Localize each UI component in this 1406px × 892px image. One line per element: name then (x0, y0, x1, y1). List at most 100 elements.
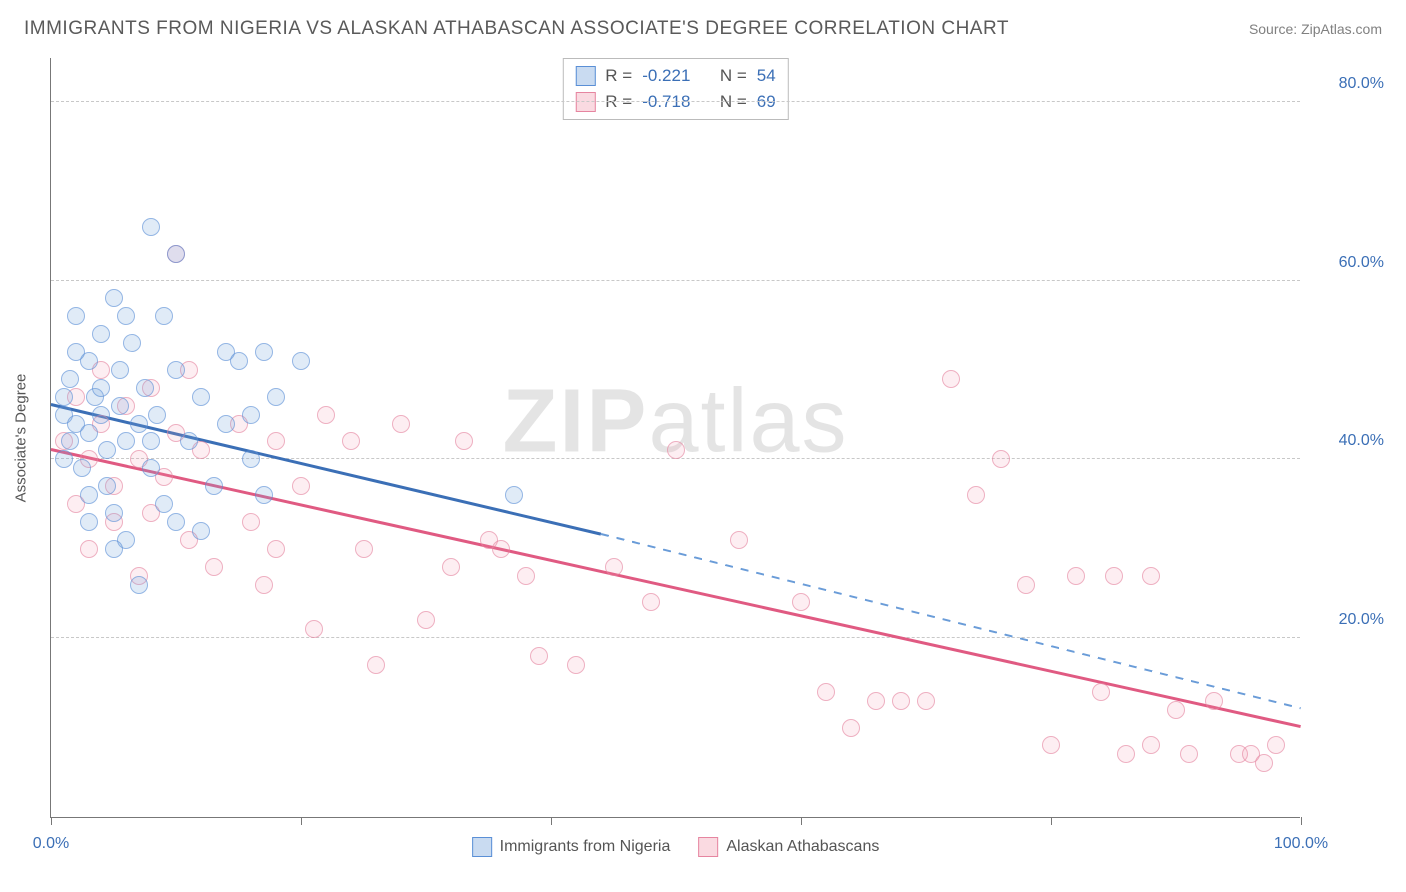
data-point (1105, 567, 1123, 585)
data-point (255, 486, 273, 504)
plot-area: Associate's Degree ZIPatlas R = -0.221 N… (50, 58, 1300, 818)
data-point (136, 379, 154, 397)
data-point (67, 343, 85, 361)
data-point (1267, 736, 1285, 754)
data-point (67, 307, 85, 325)
data-point (267, 432, 285, 450)
swatch-blue-icon (575, 66, 595, 86)
data-point (98, 477, 116, 495)
data-point (105, 540, 123, 558)
data-point (1092, 683, 1110, 701)
data-point (605, 558, 623, 576)
data-point (167, 361, 185, 379)
data-point (455, 432, 473, 450)
data-point (61, 370, 79, 388)
chart-title: IMMIGRANTS FROM NIGERIA VS ALASKAN ATHAB… (24, 18, 1009, 40)
data-point (117, 432, 135, 450)
data-point (1167, 701, 1185, 719)
data-point (192, 388, 210, 406)
data-point (130, 415, 148, 433)
data-point (392, 415, 410, 433)
legend-item-blue: Immigrants from Nigeria (472, 837, 671, 857)
source-label: Source: ZipAtlas.com (1249, 21, 1382, 37)
data-point (292, 352, 310, 370)
data-point (242, 450, 260, 468)
x-tick (301, 817, 302, 825)
data-point (792, 593, 810, 611)
data-point (267, 388, 285, 406)
swatch-pink-icon (575, 92, 595, 112)
y-tick-label: 40.0% (1314, 432, 1384, 450)
data-point (142, 218, 160, 236)
data-point (730, 531, 748, 549)
data-point (867, 692, 885, 710)
data-point (267, 540, 285, 558)
x-tick (51, 817, 52, 825)
data-point (80, 513, 98, 531)
data-point (55, 450, 73, 468)
data-point (530, 647, 548, 665)
swatch-pink-icon (698, 837, 718, 857)
data-point (111, 361, 129, 379)
data-point (217, 415, 235, 433)
data-point (142, 459, 160, 477)
data-point (305, 620, 323, 638)
data-point (892, 692, 910, 710)
data-point (367, 656, 385, 674)
stats-row-pink: R = -0.718 N = 69 (575, 89, 775, 115)
data-point (1042, 736, 1060, 754)
data-point (255, 343, 273, 361)
x-tick (1301, 817, 1302, 825)
data-point (917, 692, 935, 710)
data-point (1067, 567, 1085, 585)
series-legend: Immigrants from Nigeria Alaskan Athabasc… (472, 837, 880, 857)
data-point (517, 567, 535, 585)
x-tick (801, 817, 802, 825)
data-point (242, 513, 260, 531)
data-point (942, 370, 960, 388)
data-point (1142, 736, 1160, 754)
data-point (192, 522, 210, 540)
y-tick-label: 60.0% (1314, 254, 1384, 272)
data-point (667, 441, 685, 459)
y-tick-label: 20.0% (1314, 611, 1384, 629)
gridline (51, 101, 1300, 102)
data-point (642, 593, 660, 611)
data-point (123, 334, 141, 352)
data-point (505, 486, 523, 504)
data-point (230, 352, 248, 370)
data-point (292, 477, 310, 495)
data-point (817, 683, 835, 701)
stats-row-blue: R = -0.221 N = 54 (575, 63, 775, 89)
data-point (442, 558, 460, 576)
data-point (80, 424, 98, 442)
data-point (111, 397, 129, 415)
data-point (117, 307, 135, 325)
data-point (155, 307, 173, 325)
data-point (155, 495, 173, 513)
data-point (1255, 754, 1273, 772)
data-point (1117, 745, 1135, 763)
y-axis-title: Associate's Degree (13, 373, 30, 502)
data-point (417, 611, 435, 629)
data-point (55, 388, 73, 406)
data-point (130, 576, 148, 594)
data-point (567, 656, 585, 674)
data-point (1142, 567, 1160, 585)
data-point (148, 406, 166, 424)
data-point (92, 379, 110, 397)
data-point (61, 432, 79, 450)
trend-line (601, 533, 1301, 709)
x-tick-label: 0.0% (33, 835, 69, 853)
data-point (80, 540, 98, 558)
data-point (167, 245, 185, 263)
data-point (842, 719, 860, 737)
x-tick (1051, 817, 1052, 825)
x-tick (551, 817, 552, 825)
gridline (51, 280, 1300, 281)
data-point (167, 513, 185, 531)
data-point (73, 459, 91, 477)
data-point (355, 540, 373, 558)
data-point (492, 540, 510, 558)
y-tick-label: 80.0% (1314, 75, 1384, 93)
